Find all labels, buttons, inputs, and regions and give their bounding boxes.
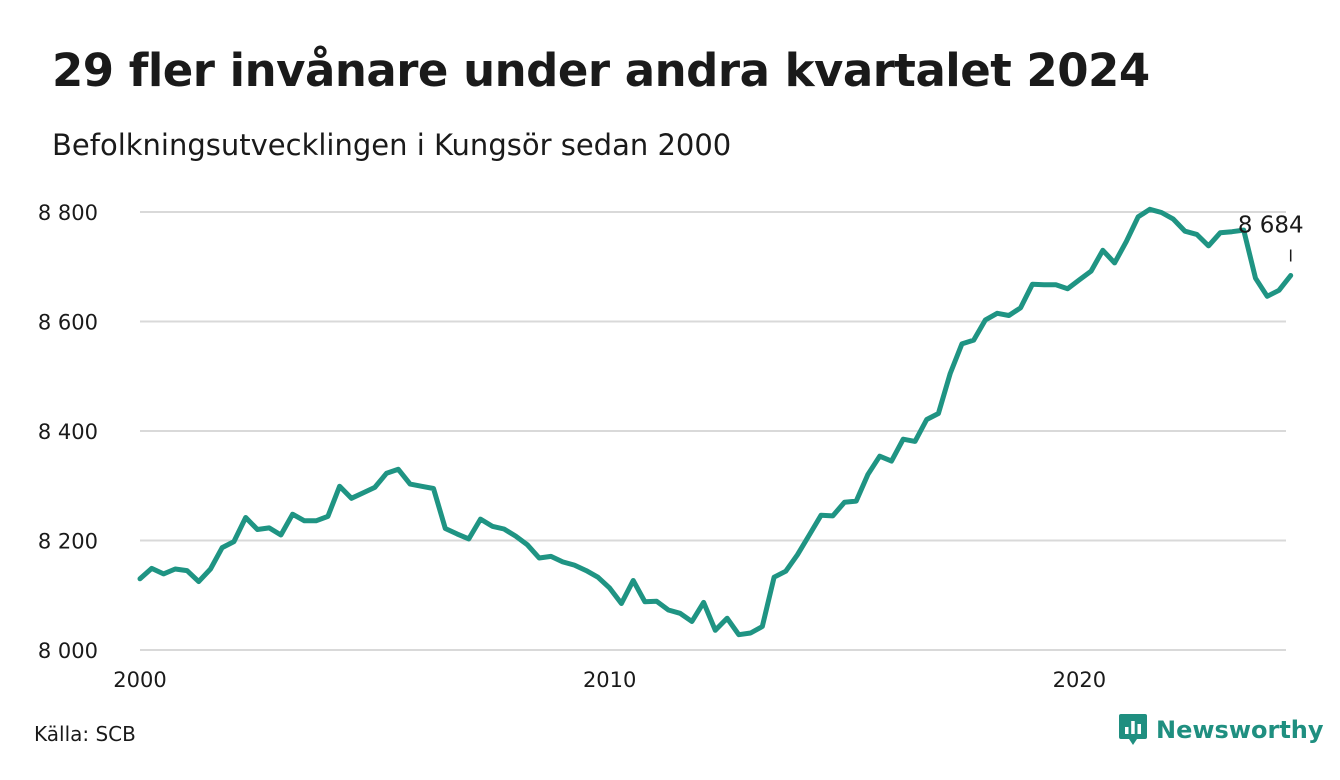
x-tick-label: 2020 (1053, 668, 1106, 692)
brand-name: Newsworthy (1156, 716, 1324, 744)
x-tick-label: 2000 (113, 668, 166, 692)
chart-title: 29 fler invånare under andra kvartalet 2… (52, 44, 1150, 97)
source-note: Källa: SCB (34, 722, 136, 746)
y-tick-label: 8 600 (38, 311, 98, 335)
y-tick-label: 8 400 (38, 420, 98, 444)
series-layer (137, 206, 1294, 638)
y-tick-label: 8 200 (38, 530, 98, 554)
y-tick-label: 8 000 (38, 639, 98, 663)
brand-logo: Newsworthy (1118, 713, 1324, 747)
chart-subtitle: Befolkningsutvecklingen i Kungsör sedan … (52, 128, 732, 162)
gridlines (140, 211, 1286, 651)
end-value-label: 8 684 (1238, 213, 1304, 239)
y-tick-label: 8 800 (38, 201, 98, 225)
axis-labels: 8 000 8 200 8 400 8 600 8 800 2000 2010 2020 (38, 201, 1106, 692)
annotations: 8 684 (1238, 213, 1304, 262)
series-line (137, 206, 1294, 638)
x-tick-label: 2010 (583, 668, 636, 692)
newsworthy-logo-icon (1119, 714, 1147, 745)
